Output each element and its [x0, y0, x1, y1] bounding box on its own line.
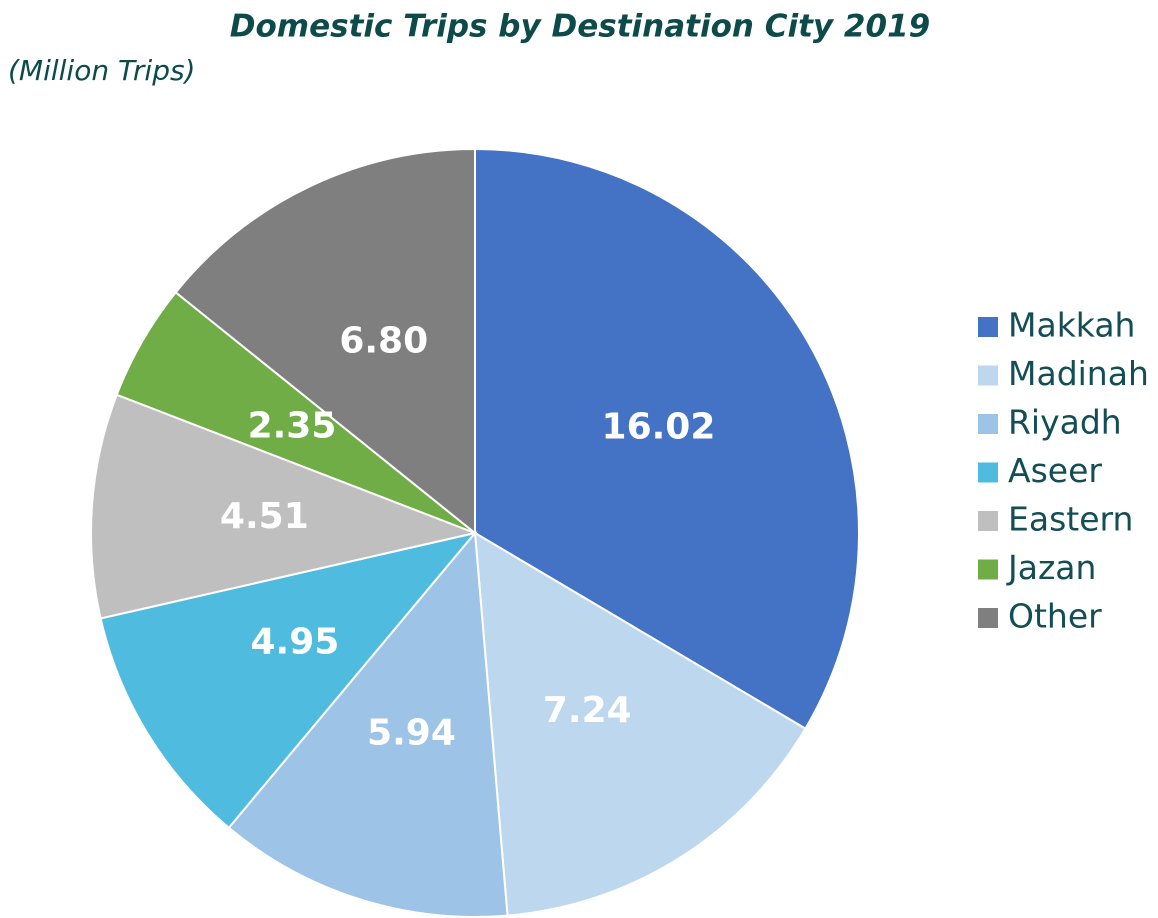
pie-slice [474, 147, 860, 731]
value-label: 5.94 [367, 712, 456, 753]
legend-swatch [978, 317, 998, 337]
value-label: 16.02 [602, 406, 716, 447]
pie-slice [174, 147, 476, 536]
pie-slice [227, 530, 509, 918]
value-label: 4.51 [220, 496, 309, 537]
chart-title: Domestic Trips by Destination City 2019 [230, 9, 930, 45]
legend-swatch [978, 608, 998, 628]
legend-swatch [978, 462, 998, 483]
legend-label: Madinah [1008, 354, 1149, 393]
legend-swatch [978, 414, 998, 434]
legend-label: Jazan [1006, 548, 1096, 587]
legend-swatch [978, 559, 998, 580]
legend-swatch [978, 511, 998, 531]
legend-label: Other [1008, 597, 1102, 636]
value-label: 7.24 [543, 690, 632, 731]
chart-subtitle: (Million Trips) [8, 54, 195, 87]
pie-slice [99, 531, 478, 830]
legend-label: Eastern [1008, 500, 1133, 539]
pie-slice [473, 531, 807, 917]
legend-label: Aseer [1008, 451, 1102, 490]
value-label: 4.95 [250, 621, 339, 662]
value-label: 2.35 [248, 406, 337, 447]
legend-swatch [978, 365, 998, 386]
legend-label: Makkah [1008, 306, 1135, 345]
pie-slice [90, 393, 479, 620]
value-label: 6.80 [339, 321, 428, 362]
legend-label: Riyadh [1008, 403, 1122, 442]
